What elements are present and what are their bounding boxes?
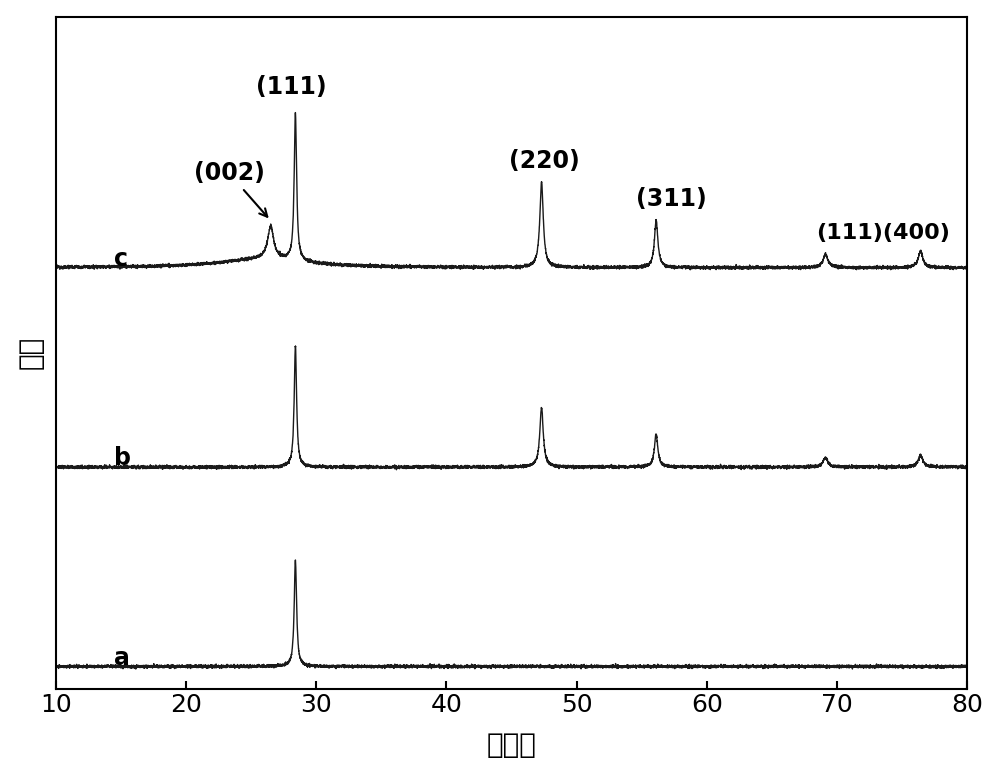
Y-axis label: 强度: 强度 bbox=[17, 336, 45, 369]
Text: a: a bbox=[114, 646, 130, 670]
Text: b: b bbox=[114, 446, 131, 470]
Text: c: c bbox=[114, 247, 128, 271]
X-axis label: 衍射角: 衍射角 bbox=[487, 731, 537, 760]
Text: (311): (311) bbox=[636, 188, 707, 211]
Text: (111): (111) bbox=[256, 74, 327, 99]
Text: (220): (220) bbox=[509, 149, 580, 173]
Text: (111)(400): (111)(400) bbox=[816, 223, 950, 243]
Text: (002): (002) bbox=[194, 161, 267, 217]
